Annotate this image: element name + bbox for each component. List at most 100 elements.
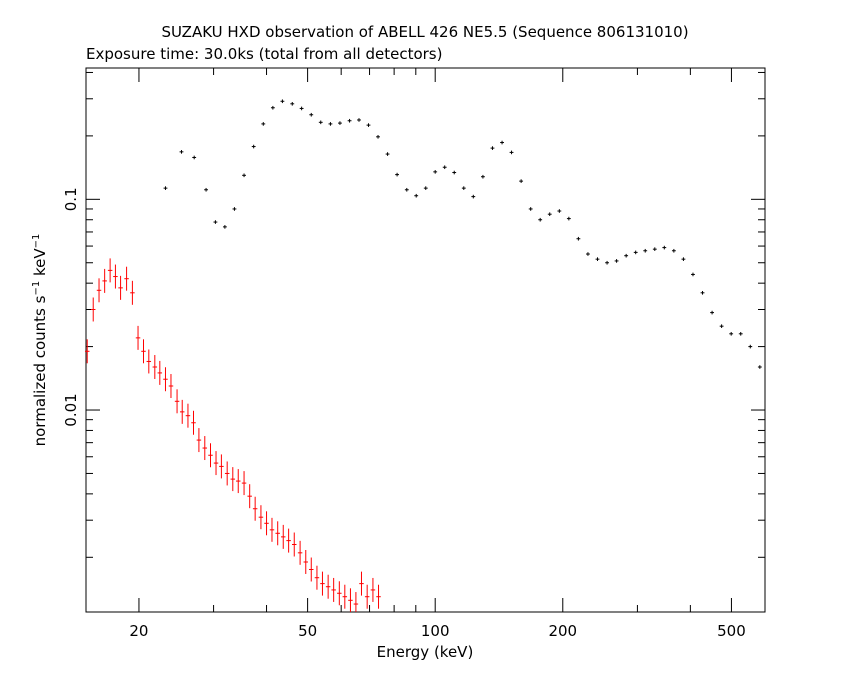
data-point [196,428,202,453]
data-point [652,247,657,251]
data-point [269,517,275,542]
data-point [168,374,174,399]
y-axis-label-exp1: −1 [31,281,42,296]
data-point [519,179,524,183]
data-point [179,150,184,154]
y-tick-label: 0.01 [62,393,80,426]
data-point [423,186,428,190]
x-tick-label: 20 [129,622,148,640]
data-point [152,355,158,380]
data-point [258,505,264,530]
data-point [208,443,213,468]
data-point [297,540,303,565]
data-point [135,325,141,350]
x-axis-label: Energy (keV) [377,643,474,661]
x-tick-label: 500 [717,622,746,640]
data-point [270,105,275,110]
data-point [280,99,285,104]
data-point [247,484,252,509]
data-point [309,557,314,582]
series-black [163,99,762,369]
data-point [364,584,370,609]
data-point [605,260,609,265]
data-point [681,257,686,261]
data-point [124,266,129,291]
data-point [348,588,353,612]
data-point [96,278,102,303]
data-point [370,577,376,602]
data-point [353,592,359,612]
data-point [710,310,715,315]
data-point [490,146,495,150]
data-point [241,471,247,496]
data-point [251,144,256,149]
data-point [662,245,667,250]
data-point [290,101,295,106]
data-point [748,344,753,349]
data-point [385,152,390,156]
data-point [309,112,314,117]
data-point [179,399,185,424]
data-point [471,194,476,199]
data-point [213,220,218,224]
data-point [395,172,400,177]
data-point [595,257,600,261]
data-point [222,225,227,229]
data-point [320,571,325,596]
data-series-layer [84,99,762,612]
data-point [633,250,638,255]
data-point [163,367,168,392]
data-point [357,118,361,122]
data-point [204,187,208,192]
data-point [102,268,107,293]
data-point [219,454,224,479]
data-point [286,528,291,553]
data-point [328,122,333,126]
data-point [191,410,196,435]
data-point [174,389,180,414]
data-point [118,275,123,300]
data-point [366,123,371,127]
data-point [202,436,208,461]
data-point [192,155,197,160]
data-point [557,209,562,213]
data-point [314,565,320,590]
data-point [376,584,381,609]
data-point [643,248,648,253]
data-point [275,521,280,546]
x-tick-label: 200 [548,622,577,640]
data-point [264,511,269,536]
data-point [261,122,266,126]
data-point [331,577,336,602]
y-axis-label: normalized counts s−1 keV−1 [31,234,49,447]
data-point [90,297,96,322]
data-point [163,186,168,190]
data-point [84,339,90,364]
data-point [281,524,286,549]
data-point [538,217,543,222]
y-tick-label: 0.1 [62,187,80,211]
data-point [404,187,409,192]
data-point [230,467,236,492]
data-point [347,118,352,123]
data-point [338,121,342,125]
x-tick-label: 100 [421,622,450,640]
data-point [299,106,304,111]
chart-title: SUZAKU HXD observation of ABELL 426 NE5.… [161,23,688,41]
y-axis-label-main: normalized counts s [31,295,49,446]
data-point [242,173,246,178]
x-axis: 20 50 100 200 500 [129,68,766,640]
data-point [213,451,219,476]
data-point [157,360,163,385]
data-point [576,236,581,241]
data-point [185,403,191,428]
data-point [757,365,762,369]
data-point [691,272,695,277]
data-point [342,584,348,609]
data-point [509,150,514,155]
data-point [113,264,118,289]
plot-frame [85,67,766,613]
data-point [376,134,380,139]
chart-subtitle: Exposure time: 30.0ks (total from all de… [86,45,442,63]
